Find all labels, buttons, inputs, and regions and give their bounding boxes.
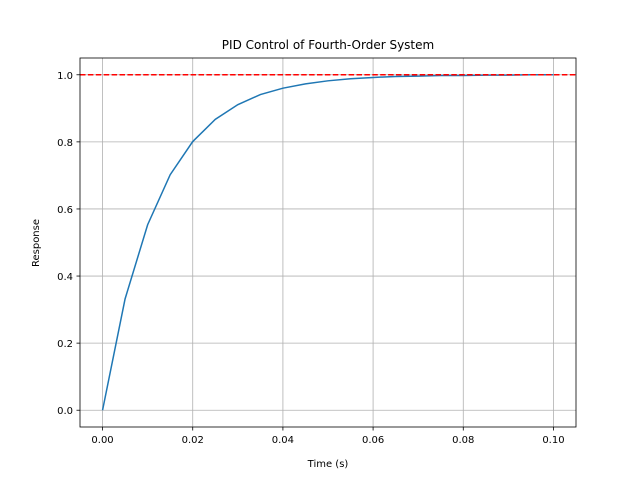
x-tick-label: 0.02 xyxy=(182,435,204,446)
y-tick-label: 0.0 xyxy=(57,406,73,417)
x-tick-label: 0.10 xyxy=(542,435,564,446)
x-tick-label: 0.00 xyxy=(91,435,113,446)
y-tick-label: 0.4 xyxy=(57,272,73,283)
y-tick-label: 0.2 xyxy=(57,339,73,350)
y-tick-label: 0.8 xyxy=(57,138,73,149)
y-tick-label: 0.6 xyxy=(57,205,73,216)
x-tick-label: 0.08 xyxy=(452,435,474,446)
y-tick-label: 1.0 xyxy=(57,71,73,82)
plot-frame xyxy=(79,57,577,428)
data-line xyxy=(101,74,554,411)
x-tick-label: 0.04 xyxy=(272,435,294,446)
chart-title: PID Control of Fourth-Order System xyxy=(222,38,434,52)
x-tick-label: 0.06 xyxy=(362,435,384,446)
y-axis-label: Response xyxy=(31,219,42,267)
x-axis-label: Time (s) xyxy=(307,459,349,470)
